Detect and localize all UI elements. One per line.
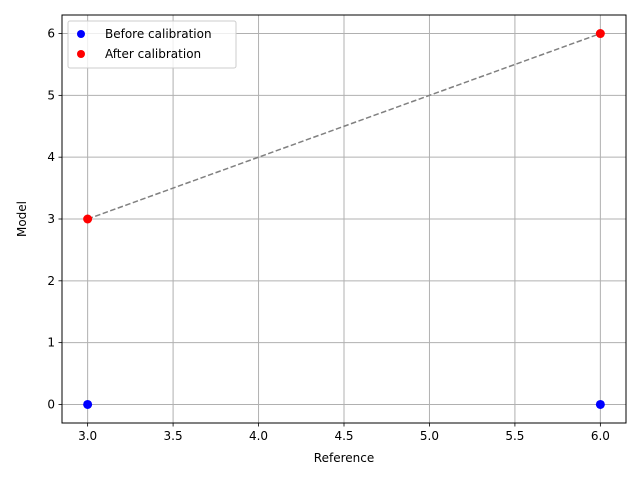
y-tick-label: 5 (47, 88, 55, 102)
x-tick-label: 3.5 (164, 429, 183, 443)
y-tick-label: 6 (47, 27, 55, 41)
y-tick-label: 3 (47, 212, 55, 226)
after-calibration-point (83, 214, 93, 224)
legend-marker-after (77, 50, 85, 58)
x-tick-label: 4.5 (334, 429, 353, 443)
y-axis-ticks: 0 1 2 3 4 5 6 (47, 27, 62, 411)
y-tick-label: 4 (47, 150, 55, 164)
x-axis-label: Reference (314, 451, 374, 465)
y-tick-label: 0 (47, 397, 55, 411)
x-tick-label: 3.0 (78, 429, 97, 443)
y-tick-label: 1 (47, 336, 55, 350)
after-calibration-point (595, 29, 605, 39)
legend-entry-before: Before calibration (105, 27, 212, 41)
legend-entry-after: After calibration (105, 47, 201, 61)
data-points (83, 29, 605, 409)
x-tick-label: 4.0 (249, 429, 268, 443)
legend-box (67, 20, 237, 69)
before-calibration-point (83, 399, 93, 409)
y-axis-label: Model (15, 201, 29, 237)
x-tick-label: 5.0 (420, 429, 439, 443)
reference-line (87, 32, 601, 220)
legend-marker-before (77, 30, 85, 38)
reference-line-group (87, 32, 601, 220)
y-tick-label: 2 (47, 274, 55, 288)
x-tick-label: 6.0 (591, 429, 610, 443)
before-calibration-point (595, 399, 605, 409)
x-axis-ticks: 3.0 3.5 4.0 4.5 5.0 5.5 6.0 (78, 423, 610, 443)
legend: Before calibration After calibration (67, 20, 237, 69)
x-tick-label: 5.5 (505, 429, 524, 443)
grid-lines (62, 15, 626, 423)
